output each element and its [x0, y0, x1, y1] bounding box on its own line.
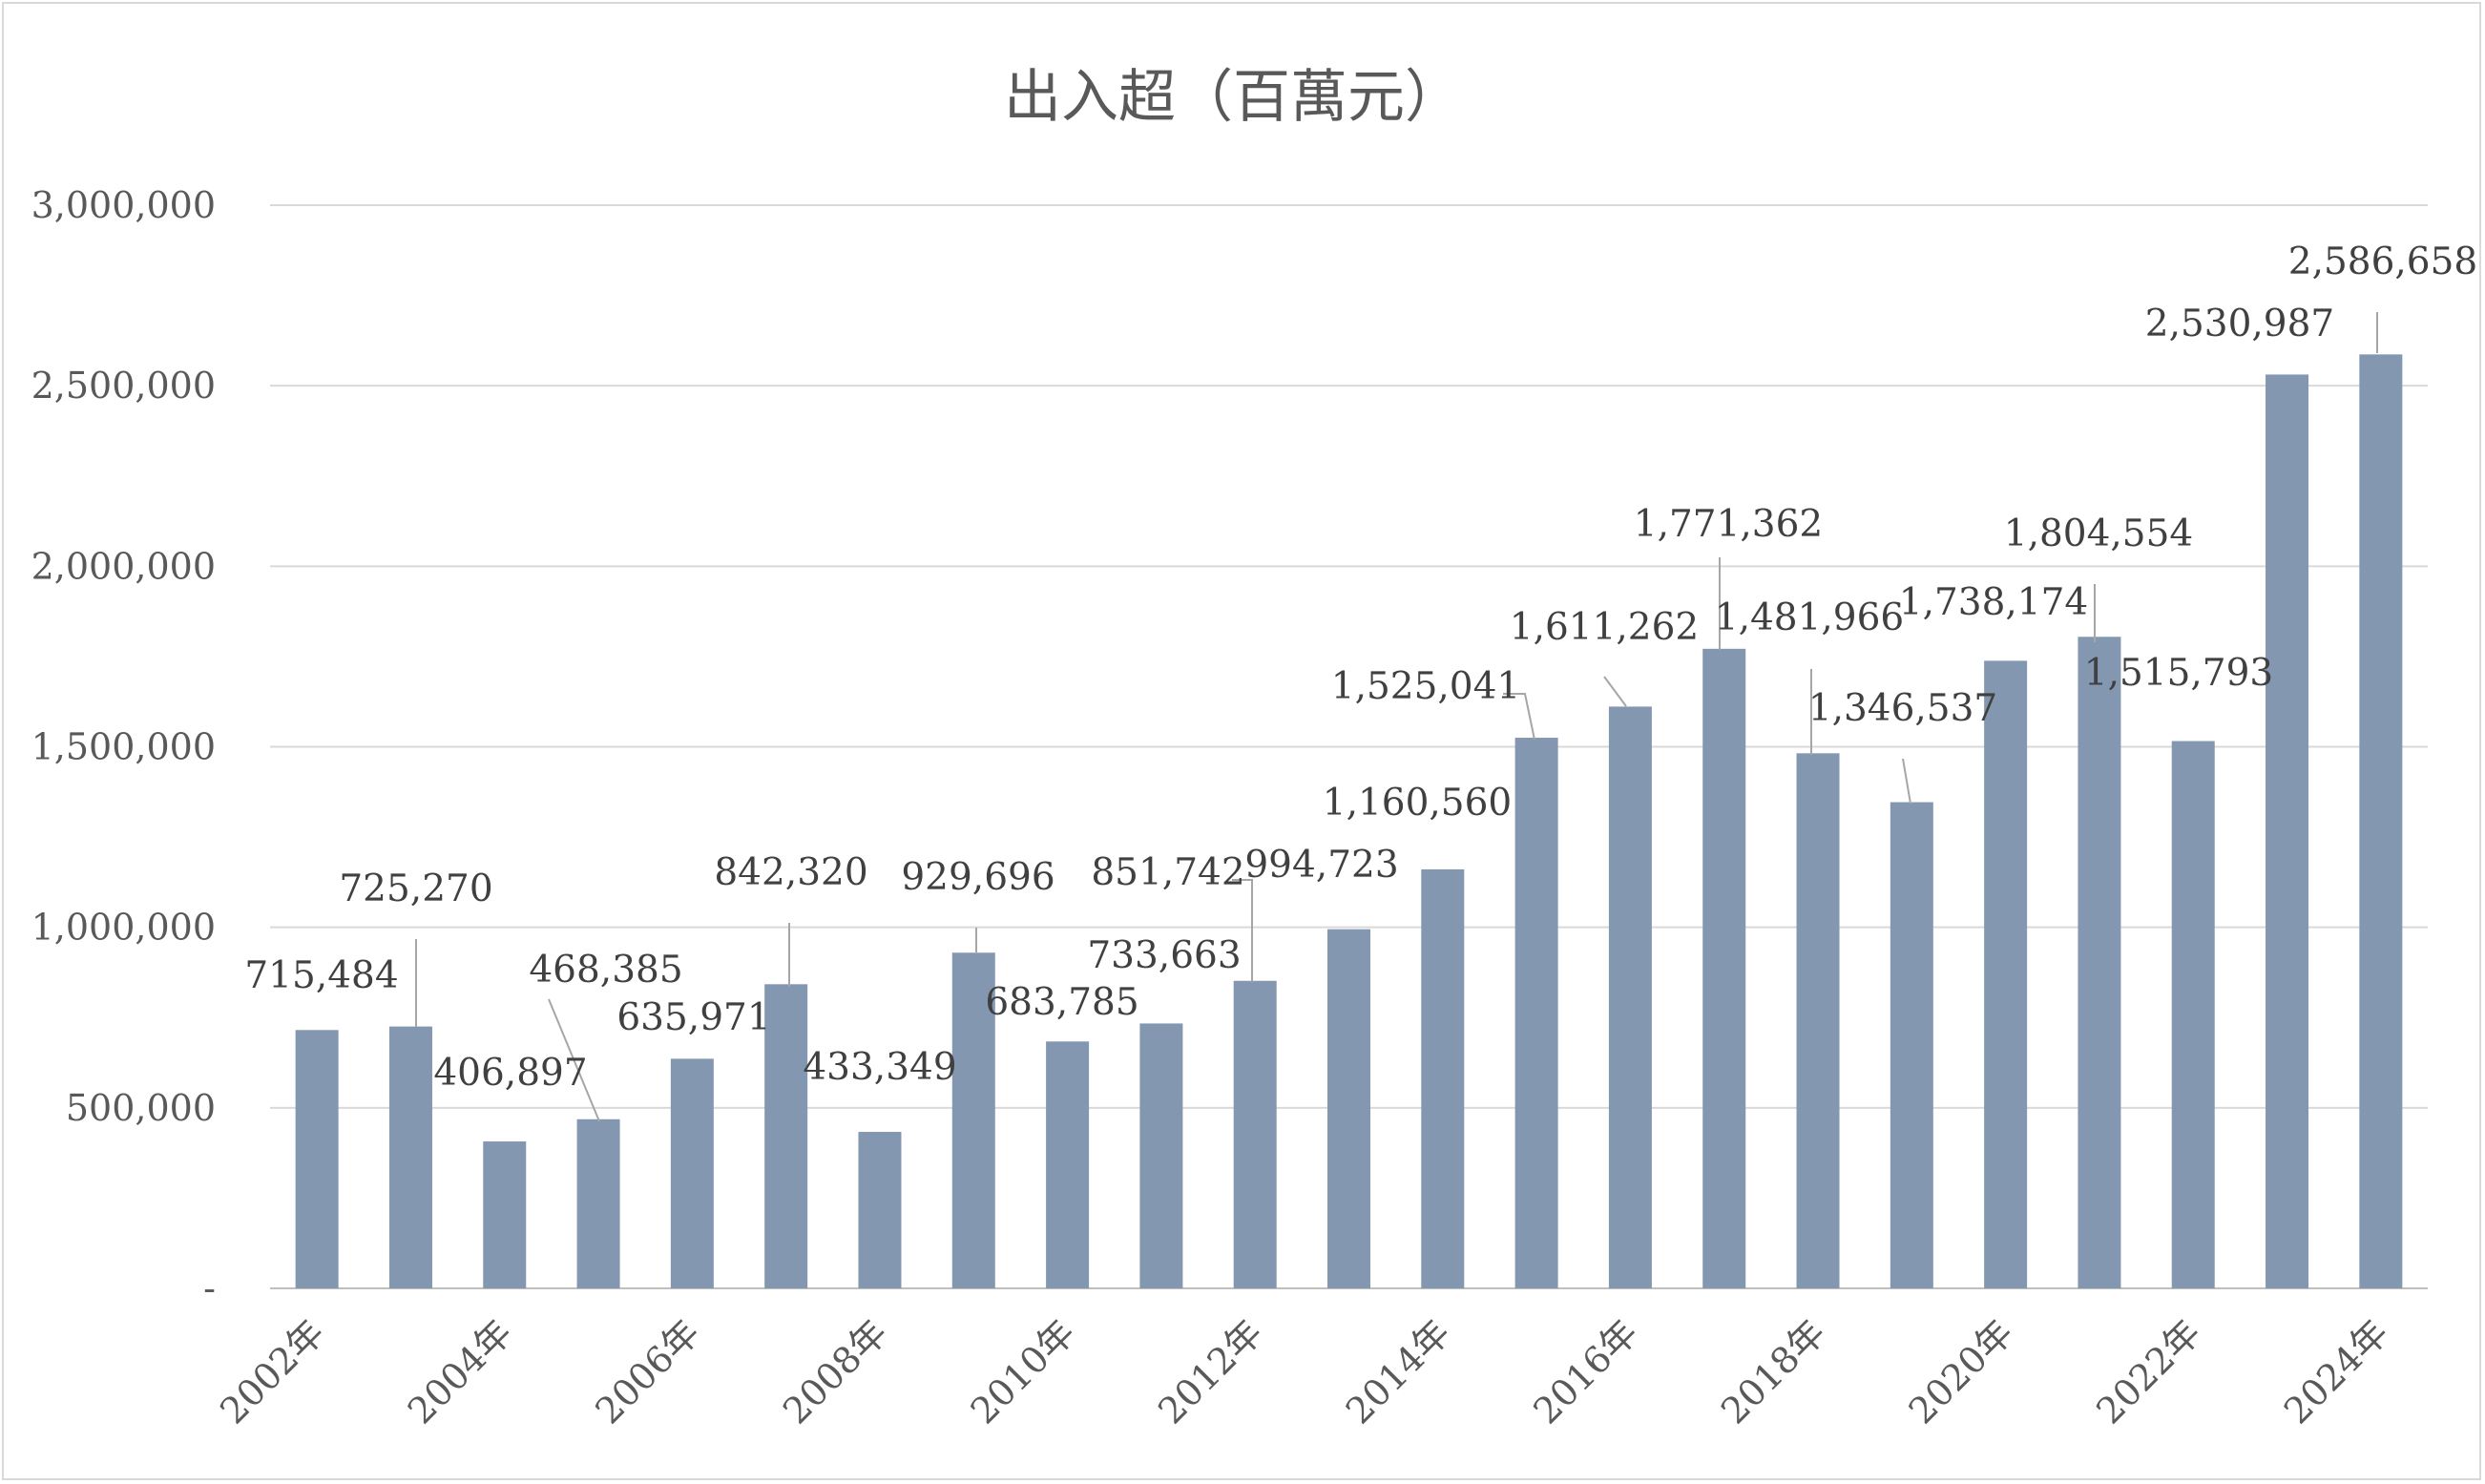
data-label: 929,696 [901, 856, 1055, 899]
gridlines [270, 204, 2428, 1289]
bar [388, 1026, 432, 1288]
data-label: 406,897 [433, 1052, 587, 1095]
data-label: 1,346,537 [1808, 687, 1998, 730]
bar [764, 984, 808, 1288]
data-label: 635,971 [616, 996, 770, 1039]
data-label: 468,385 [529, 949, 682, 992]
x-tick-label: 2002年 [212, 1311, 332, 1432]
bar [858, 1132, 902, 1288]
bar [951, 952, 995, 1288]
chart-svg: 出入超（百萬元） - 500,000 1,000,000 1,500,000 2,000… [31, 64, 2478, 1432]
x-axis-ticks: 2002年 2004年 2006年 2008年 2010年 2012年 2014年 2016年… [212, 1311, 2396, 1432]
data-label: 1,481,966 [1715, 596, 1905, 639]
y-tick-label: 1,500,000 [31, 726, 216, 768]
bar [1702, 648, 1746, 1288]
label-leader-line [1232, 879, 1253, 982]
x-tick-label: 2014年 [1338, 1311, 1458, 1432]
x-tick-label: 2006年 [587, 1311, 707, 1432]
x-tick-label: 2010年 [963, 1311, 1083, 1432]
data-label: 1,160,560 [1323, 782, 1513, 825]
label-leader-line [548, 998, 600, 1122]
data-label: 994,723 [1244, 844, 1398, 887]
label-leader-lines [415, 312, 2378, 1122]
bar [483, 1141, 527, 1288]
bar [2171, 741, 2215, 1288]
label-leader-line [1902, 758, 1911, 805]
y-tick-label: 2,500,000 [31, 365, 216, 407]
x-tick-label: 2018年 [1713, 1311, 1833, 1432]
chart-title: 出入超（百萬元） [1004, 64, 1462, 131]
x-tick-label: 2012年 [1150, 1311, 1270, 1432]
bar [1796, 753, 1840, 1288]
y-tick-label: 3,000,000 [31, 184, 216, 226]
data-label: 842,320 [714, 851, 867, 894]
data-label: 1,611,262 [1510, 606, 1700, 649]
x-tick-label: 2020年 [1901, 1311, 2021, 1432]
bar [1514, 738, 1558, 1288]
bar [2266, 374, 2309, 1288]
bar [1327, 929, 1370, 1288]
x-tick-label: 2004年 [400, 1311, 520, 1432]
data-label: 683,785 [985, 981, 1138, 1024]
data-label: 2,586,658 [2288, 240, 2478, 283]
x-tick-label: 2008年 [775, 1311, 895, 1432]
bar [295, 1030, 339, 1288]
data-label: 1,804,554 [2004, 512, 2194, 555]
data-label: 433,349 [803, 1046, 956, 1089]
data-label: 1,515,793 [2084, 652, 2274, 695]
data-label: 851,742 [1091, 851, 1244, 894]
bar [1890, 802, 1933, 1288]
y-tick-label: 500,000 [66, 1087, 216, 1129]
x-tick-label: 2024年 [2276, 1311, 2396, 1432]
bar [1608, 706, 1652, 1288]
bars [295, 354, 2403, 1288]
label-leader-line [1503, 693, 1535, 741]
x-tick-label: 2016年 [1525, 1311, 1645, 1432]
bar [1984, 660, 2028, 1288]
bar [576, 1118, 620, 1288]
data-label: 1,738,174 [1899, 581, 2089, 624]
bar [1233, 980, 1277, 1288]
data-label: 715,484 [244, 954, 398, 997]
data-label: 2,530,987 [2145, 303, 2335, 345]
y-axis-ticks: - 500,000 1,000,000 1,500,000 2,000,000 2,500… [31, 184, 216, 1309]
y-tick-label: 2,000,000 [31, 545, 216, 587]
y-tick-label: 1,000,000 [31, 907, 216, 949]
bar [2078, 637, 2121, 1288]
data-label: 733,663 [1087, 934, 1241, 977]
bar [2359, 354, 2403, 1288]
bar [1421, 868, 1465, 1288]
bar [1046, 1041, 1090, 1288]
data-label: 725,270 [339, 867, 492, 910]
bar [1139, 1023, 1183, 1288]
x-tick-label: 2022年 [2088, 1311, 2208, 1432]
data-label: 1,525,041 [1331, 665, 1521, 708]
y-tick-label: - [203, 1267, 216, 1309]
bar [670, 1058, 714, 1288]
label-leader-line [1603, 676, 1627, 707]
data-label: 1,771,362 [1634, 503, 1824, 546]
